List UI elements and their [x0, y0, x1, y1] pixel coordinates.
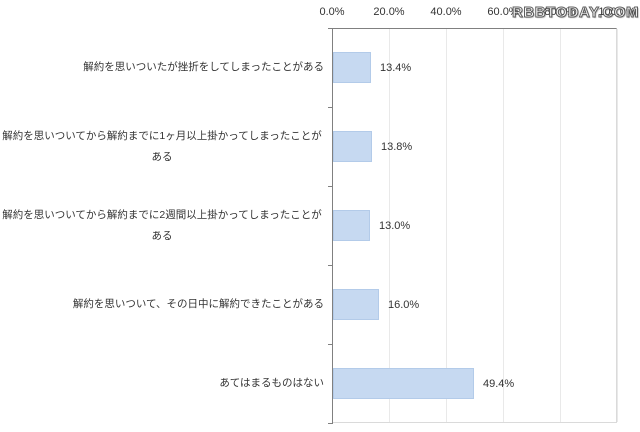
axis-tick	[328, 186, 332, 187]
gridline	[560, 29, 561, 422]
axis-tick	[328, 107, 332, 108]
bar	[333, 131, 372, 162]
bar	[333, 289, 379, 320]
category-label: 解約を思いついてから解約までに2週間以上掛かってしまったことがある	[0, 186, 327, 265]
axis-tick	[328, 265, 332, 266]
category-label-text: 解約を思いついてから解約までに1ヶ月以上掛かってしまったことがある	[2, 129, 322, 163]
value-label: 49.4%	[483, 378, 515, 390]
x-axis-label: 20.0%	[373, 6, 405, 18]
value-label: 16.0%	[388, 299, 420, 311]
gridline	[389, 29, 390, 422]
axis-tick	[328, 28, 332, 29]
value-label: 13.0%	[379, 220, 411, 232]
x-axis-label: 80.0%	[544, 6, 576, 18]
category-label-text: あてはまるものはない	[219, 377, 324, 389]
watermark: RBBTODAY.COM	[512, 4, 639, 22]
axis-tick	[328, 423, 332, 424]
bar	[333, 368, 474, 399]
gridline	[446, 29, 447, 422]
bar	[333, 52, 371, 83]
x-axis-label: 0.0%	[319, 6, 345, 18]
category-label-text: 解約を思いついたが挫折をしてしまったことがある	[83, 61, 324, 73]
axis-tick	[328, 344, 332, 345]
category-label: 解約を思いついてから解約までに1ヶ月以上掛かってしまったことがある	[0, 107, 327, 186]
x-axis-label: 40.0%	[430, 6, 462, 18]
gridline	[503, 29, 504, 422]
category-label: 解約を思いついたが挫折をしてしまったことがある	[0, 28, 327, 107]
bar	[333, 210, 370, 241]
x-axis-label: 100.0%	[598, 6, 636, 18]
x-axis-label: 60.0%	[487, 6, 519, 18]
category-label: 解約を思いついて、その日中に解約できたことがある	[0, 265, 327, 344]
category-label-text: 解約を思いついて、その日中に解約できたことがある	[72, 298, 324, 310]
plot-area	[332, 28, 618, 423]
value-label: 13.4%	[380, 62, 412, 74]
value-label: 13.8%	[381, 141, 413, 153]
gridline	[617, 29, 618, 422]
category-axis-line	[332, 28, 333, 424]
category-label-text: 解約を思いついてから解約までに2週間以上掛かってしまったことがある	[2, 208, 322, 242]
category-label: あてはまるものはない	[0, 344, 327, 423]
